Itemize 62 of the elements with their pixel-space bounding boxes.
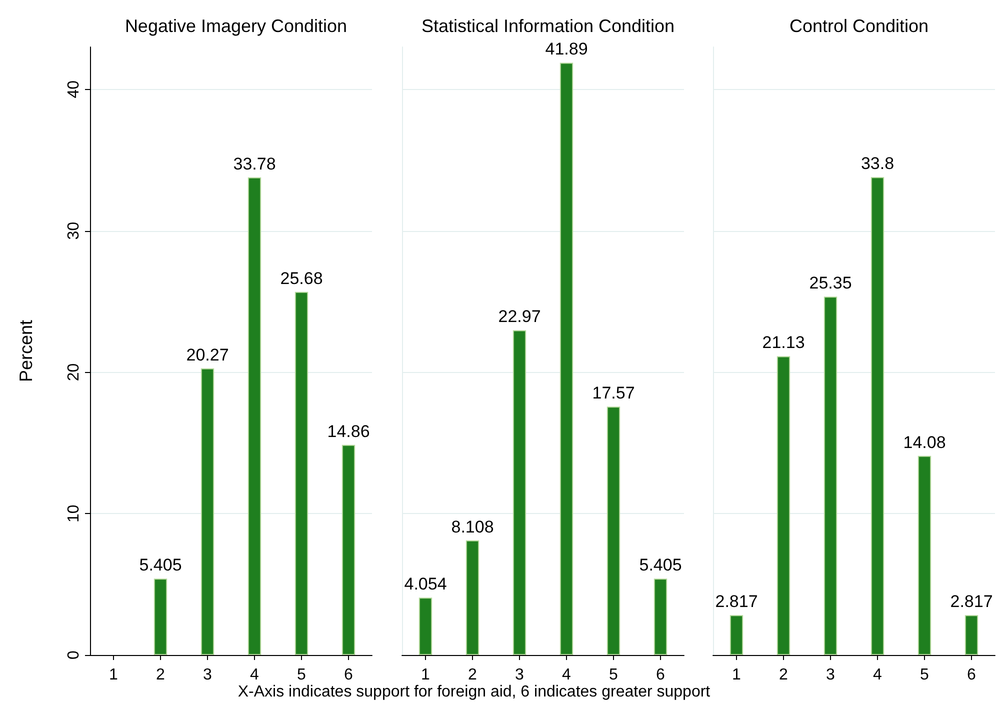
data-label: 20.27 (186, 345, 229, 364)
chart-title: Statistical Information Condition (421, 16, 675, 36)
x-tick-label: 3 (203, 666, 212, 684)
data-label: 25.68 (280, 268, 323, 288)
y-tick-label: 10 (66, 504, 82, 523)
bar (606, 406, 620, 655)
bar (154, 578, 168, 655)
data-label: 14.86 (327, 422, 370, 441)
x-tick-label: 1 (421, 666, 430, 684)
x-tick-label: 6 (656, 666, 666, 684)
y-tick-label: 40 (66, 80, 82, 98)
bar (200, 368, 214, 655)
chart-title: Negative Imagery Condition (124, 16, 348, 36)
x-tick-label: 2 (156, 666, 166, 684)
data-label: 8.108 (451, 517, 494, 536)
bar (294, 292, 308, 655)
x-axis-title: X-Axis indicates support for foreign aid, 6 indicates greater support (238, 684, 711, 700)
x-tick-label: 2 (779, 666, 788, 684)
bar (654, 578, 668, 655)
data-label: 41.89 (545, 40, 588, 59)
x-tick-label: 1 (732, 666, 742, 684)
data-label: 14.08 (903, 432, 946, 452)
x-tick-label: 3 (515, 666, 524, 684)
bar (964, 615, 978, 655)
x-tick-label: 4 (250, 666, 260, 684)
data-label: 2.817 (950, 592, 993, 612)
y-tick-label: 30 (66, 222, 82, 240)
bar (776, 356, 790, 655)
data-label: 5.405 (139, 556, 182, 575)
data-label: 4.054 (404, 574, 447, 594)
x-tick-label: 6 (967, 666, 976, 684)
data-label: 21.13 (762, 333, 805, 352)
data-label: 25.35 (809, 274, 852, 293)
bar (730, 615, 744, 655)
data-label: 22.97 (498, 307, 541, 326)
data-label: 2.817 (715, 592, 758, 612)
x-tick-label: 2 (468, 666, 478, 684)
x-tick-label: 5 (609, 666, 618, 684)
data-label: 17.57 (592, 384, 635, 403)
bar (560, 62, 574, 655)
data-label: 33.8 (860, 154, 894, 174)
x-tick-label: 4 (873, 666, 882, 684)
x-tick-label: 3 (826, 666, 836, 684)
x-tick-label: 5 (920, 666, 930, 684)
y-tick-label: 20 (66, 363, 82, 382)
bar (342, 444, 356, 655)
y-tick-label: 0 (66, 650, 82, 660)
bar (870, 177, 884, 655)
bar (824, 296, 838, 655)
x-tick-label: 1 (109, 666, 118, 684)
bar (248, 177, 262, 655)
x-tick-label: 6 (344, 666, 354, 684)
y-axis-title: Percent (16, 320, 36, 382)
data-label: 33.78 (233, 154, 276, 174)
x-tick-label: 5 (297, 666, 306, 684)
bar (918, 456, 932, 655)
bar (512, 330, 526, 655)
bar (466, 540, 480, 655)
chart-title: Control Condition (789, 16, 929, 36)
x-tick-label: 4 (562, 666, 572, 684)
data-label: 5.405 (639, 556, 682, 575)
bar (418, 598, 432, 655)
